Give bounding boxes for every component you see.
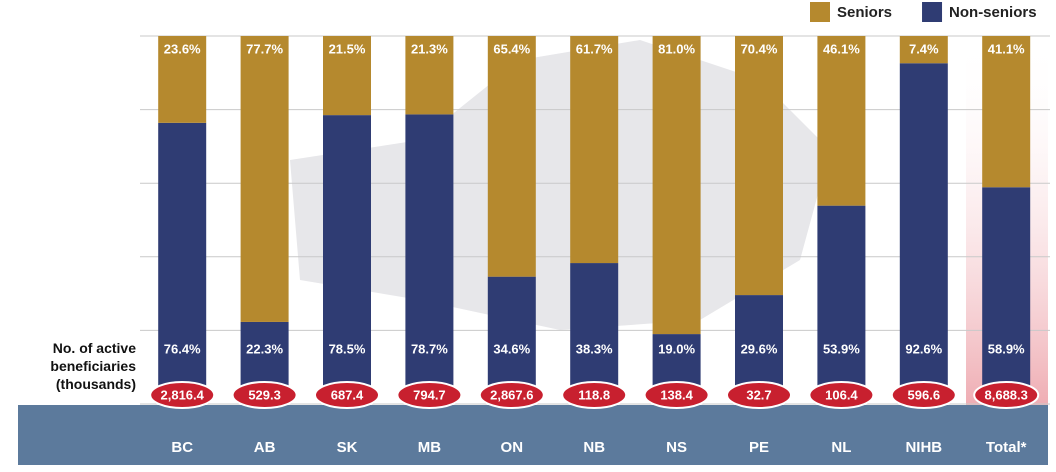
bar-segment	[158, 122, 207, 405]
value-label: 65.4%	[493, 41, 530, 56]
bar-segment	[240, 36, 289, 322]
bar-segment	[323, 36, 371, 116]
total-label: 596.6	[908, 387, 941, 402]
x-tick-label: NL	[831, 439, 851, 456]
bar-segment	[652, 36, 701, 335]
x-tick-label: NB	[583, 439, 605, 456]
legend-swatch	[922, 2, 943, 22]
bar-segment	[817, 36, 866, 206]
total-label: 2,816.4	[161, 387, 205, 402]
totals-label: No. of active beneficiaries (thousands)	[50, 340, 136, 392]
bar-segment	[405, 114, 454, 404]
total-label: 32.7	[746, 387, 771, 402]
legend-swatch	[810, 2, 830, 22]
total-oval	[396, 381, 463, 409]
value-label: 21.3%	[411, 41, 448, 56]
total-label: 2,867.6	[490, 387, 533, 402]
value-label: 41.1%	[988, 41, 1025, 56]
total-label: 8,688.3	[985, 387, 1028, 402]
bar-segment	[487, 36, 536, 277]
value-label: 34.6%	[493, 341, 530, 356]
total-oval	[643, 381, 710, 409]
x-tick-label: PE	[749, 439, 769, 456]
legend-label: Seniors	[837, 4, 892, 21]
total-label: 687.4	[331, 387, 364, 402]
value-label: 29.6%	[741, 341, 778, 356]
x-tick-label: Total*	[986, 439, 1027, 456]
x-tick-label: NIHB	[905, 439, 942, 456]
bar-segment	[982, 187, 1031, 404]
x-tick-label: SK	[337, 439, 358, 456]
value-label: 92.6%	[905, 341, 942, 356]
value-label: 76.4%	[164, 341, 201, 356]
total-oval	[808, 381, 875, 409]
value-label: 21.5%	[329, 41, 366, 56]
value-label: 81.0%	[658, 41, 695, 56]
category-band	[18, 405, 1048, 465]
total-label: 529.3	[248, 387, 281, 402]
bar-segment	[899, 36, 948, 64]
x-tick-label: AB	[254, 439, 276, 456]
total-oval	[973, 381, 1040, 409]
x-tick-label: ON	[501, 439, 524, 456]
x-tick-label: BC	[171, 439, 193, 456]
bar-segment	[735, 36, 783, 296]
bar-segment	[158, 36, 207, 123]
total-oval	[231, 381, 298, 409]
total-label: 794.7	[413, 387, 446, 402]
value-label: 19.0%	[658, 341, 695, 356]
value-label: 46.1%	[823, 41, 860, 56]
bar-segment	[899, 63, 948, 405]
x-tick-label: NS	[666, 439, 687, 456]
legend-label: Non-seniors	[949, 4, 1037, 21]
value-label: 58.9%	[988, 341, 1025, 356]
total-oval	[726, 381, 792, 409]
total-label: 138.4	[660, 387, 693, 402]
total-oval	[314, 381, 380, 409]
total-oval	[890, 381, 957, 409]
bar-segment	[570, 263, 619, 404]
value-label: 22.3%	[246, 341, 283, 356]
bar-segment	[817, 205, 866, 404]
value-label: 38.3%	[576, 341, 613, 356]
value-label: 78.7%	[411, 341, 448, 356]
value-label: 61.7%	[576, 41, 613, 56]
bar-segment	[570, 36, 619, 264]
total-label: 106.4	[825, 387, 858, 402]
value-label: 78.5%	[329, 341, 366, 356]
value-label: 77.7%	[246, 41, 283, 56]
total-oval	[149, 381, 216, 409]
bar-segment	[405, 36, 454, 115]
value-label: 70.4%	[741, 41, 778, 56]
value-label: 53.9%	[823, 341, 860, 356]
total-oval	[478, 381, 545, 409]
bar-segment	[982, 36, 1031, 188]
total-oval	[561, 381, 628, 409]
value-label: 23.6%	[164, 41, 201, 56]
value-label: 7.4%	[909, 41, 939, 56]
total-label: 118.8	[578, 387, 610, 402]
x-tick-label: MB	[418, 439, 441, 456]
bar-segment	[323, 115, 371, 405]
